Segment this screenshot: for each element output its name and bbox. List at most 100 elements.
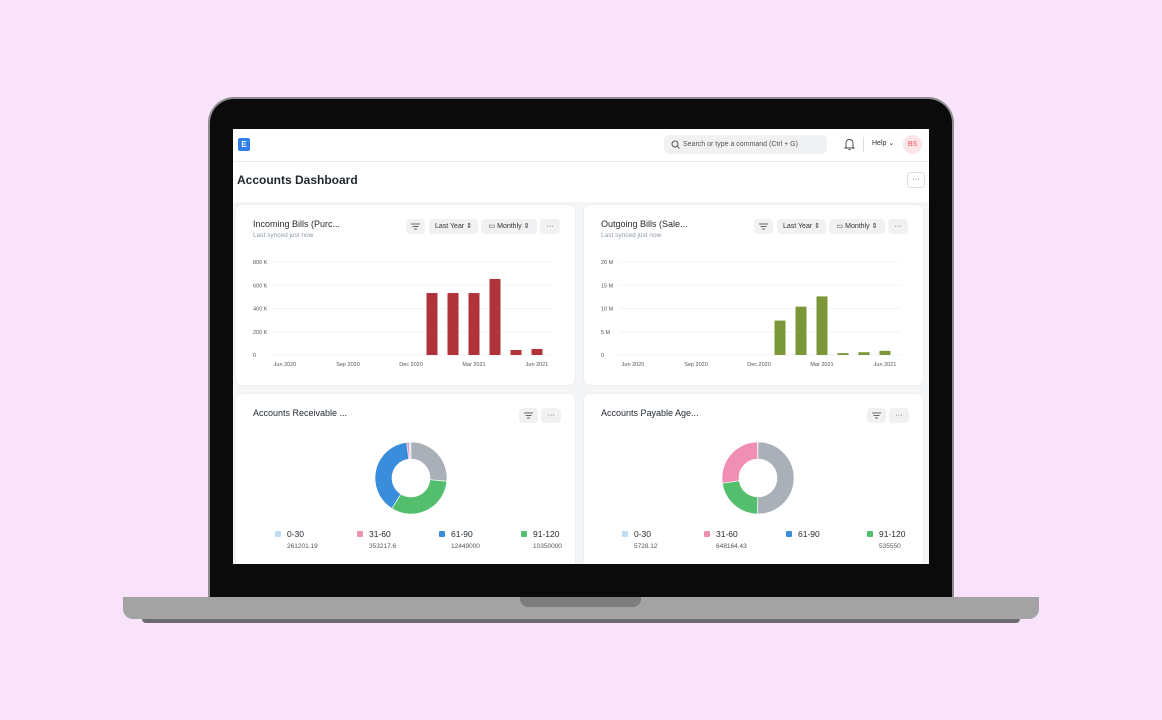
interval-filter[interactable]: ▭ Monthly ⇕: [481, 219, 537, 234]
y-tick-label: 10 M: [601, 307, 614, 313]
legend-swatch: [275, 531, 281, 537]
search-placeholder: Search or type a command (Ctrl + G): [683, 141, 798, 148]
x-tick-label: Jun 2021: [526, 362, 549, 368]
y-tick-label: 20 M: [601, 260, 614, 266]
help-menu[interactable]: Help ⌄: [872, 140, 895, 147]
x-tick-label: Jun 2021: [874, 362, 897, 368]
filter-button[interactable]: [519, 408, 538, 423]
donut-slice: [410, 441, 448, 482]
y-tick-label: 600 K: [253, 283, 268, 289]
legend-swatch: [786, 531, 792, 537]
donut-slice: [391, 479, 448, 515]
legend-value: 648164.43: [716, 543, 747, 550]
x-tick-label: Mar 2021: [462, 362, 485, 368]
bar: [879, 350, 891, 355]
legend-label: 91-120: [533, 529, 560, 539]
chart: 0-30 5728.12 31-60 648164.43 61-90 91-120 5355…: [622, 441, 906, 550]
legend-label: 0-30: [634, 529, 651, 539]
legend-label: 31-60: [716, 529, 738, 539]
legend-value: 12449000: [451, 543, 480, 550]
bar: [531, 348, 543, 355]
legend-swatch: [867, 531, 873, 537]
search-bar[interactable]: Search or type a command (Ctrl + G): [664, 135, 827, 154]
legend-value: 10350000: [533, 543, 562, 550]
interval-label: Monthly: [497, 223, 522, 230]
dashboard-card: Incoming Bills (Purc... Last synced just …: [236, 205, 575, 385]
page-header: Accounts Dashboard ···: [233, 162, 929, 202]
filter-icon: [524, 412, 533, 419]
filter-button[interactable]: [867, 408, 886, 423]
filter-button[interactable]: [754, 219, 773, 234]
bar: [858, 352, 870, 355]
x-tick-label: Sep 2020: [684, 362, 708, 368]
dashboard-card: Outgoing Bills (Sale... Last synced just …: [584, 205, 923, 385]
x-tick-label: Dec 2020: [747, 362, 771, 368]
y-tick-label: 400 K: [253, 307, 268, 313]
filter-button[interactable]: [406, 219, 425, 234]
legend-swatch: [521, 531, 527, 537]
card-title: Outgoing Bills (Sale...: [601, 219, 688, 229]
app-logo[interactable]: E: [238, 138, 250, 151]
x-tick-label: Dec 2020: [399, 362, 423, 368]
bar: [510, 350, 522, 355]
card-menu[interactable]: ···: [540, 219, 560, 234]
bar: [489, 278, 501, 355]
legend-label: 61-90: [798, 529, 820, 539]
interval-filter[interactable]: ▭ Monthly ⇕: [829, 219, 885, 234]
legend-label: 0-30: [287, 529, 304, 539]
x-tick-label: Jun 2020: [274, 362, 297, 368]
page-title: Accounts Dashboard: [237, 173, 358, 187]
laptop-notch: [520, 597, 641, 607]
period-filter[interactable]: Last Year ⇕: [429, 219, 478, 234]
card-menu[interactable]: ···: [888, 219, 908, 234]
y-tick-label: 15 M: [601, 283, 614, 289]
screen: E Search or type a command (Ctrl + G) He…: [233, 129, 929, 564]
avatar[interactable]: BS: [903, 135, 922, 154]
filter-icon: [759, 223, 768, 230]
card-menu[interactable]: ···: [889, 408, 909, 423]
dashboard-card: Accounts Payable Age... ··· 0-30 5728.12 31-…: [584, 394, 923, 564]
x-tick-label: Jun 2020: [622, 362, 645, 368]
legend-swatch: [439, 531, 445, 537]
bar: [795, 306, 807, 355]
x-tick-label: Sep 2020: [336, 362, 360, 368]
card-title: Incoming Bills (Purc...: [253, 219, 341, 229]
donut-slice: [721, 441, 759, 484]
search-icon: [671, 140, 680, 149]
bar: [816, 296, 828, 355]
help-label: Help: [872, 140, 887, 147]
period-label: Last Year: [434, 223, 465, 230]
bar: [468, 293, 480, 355]
chart: 0-30 261201.19 31-60 353217.6 61-90 12449000 9…: [275, 441, 562, 550]
page-menu[interactable]: ···: [907, 172, 925, 188]
x-tick-label: Mar 2021: [810, 362, 833, 368]
legend-value: 353217.6: [369, 543, 396, 550]
interval-label: Monthly: [845, 223, 870, 230]
period-filter[interactable]: Last Year ⇕: [777, 219, 826, 234]
y-tick-label: 5 M: [601, 330, 611, 336]
bar: [774, 320, 786, 355]
bar: [426, 293, 438, 355]
navbar: E Search or type a command (Ctrl + G) He…: [233, 129, 929, 162]
donut-slice: [374, 441, 410, 509]
card-title: Accounts Receivable ...: [253, 408, 348, 418]
laptop-foot: [142, 619, 1020, 623]
legend-swatch: [622, 531, 628, 537]
laptop-base: [123, 597, 1039, 619]
card-menu[interactable]: ···: [541, 408, 561, 423]
filter-icon: [872, 412, 881, 419]
period-label: Last Year: [782, 223, 813, 230]
card-subtitle: Last synced just now: [253, 232, 314, 239]
divider: [863, 137, 864, 152]
y-tick-label: 0: [601, 353, 604, 359]
chart: 0 200 K 400 K 600 K 800 K Jun 2020 Sep 2020 Dec…: [253, 260, 552, 368]
card-title: Accounts Payable Age...: [601, 408, 699, 418]
y-tick-label: 800 K: [253, 260, 268, 266]
legend-value: 535550: [879, 543, 901, 550]
donut-slice: [722, 480, 759, 515]
bar: [837, 353, 849, 355]
legend-value: 261201.19: [287, 543, 318, 550]
y-tick-label: 200 K: [253, 330, 268, 336]
notification-bell[interactable]: [844, 138, 855, 151]
legend-swatch: [357, 531, 363, 537]
